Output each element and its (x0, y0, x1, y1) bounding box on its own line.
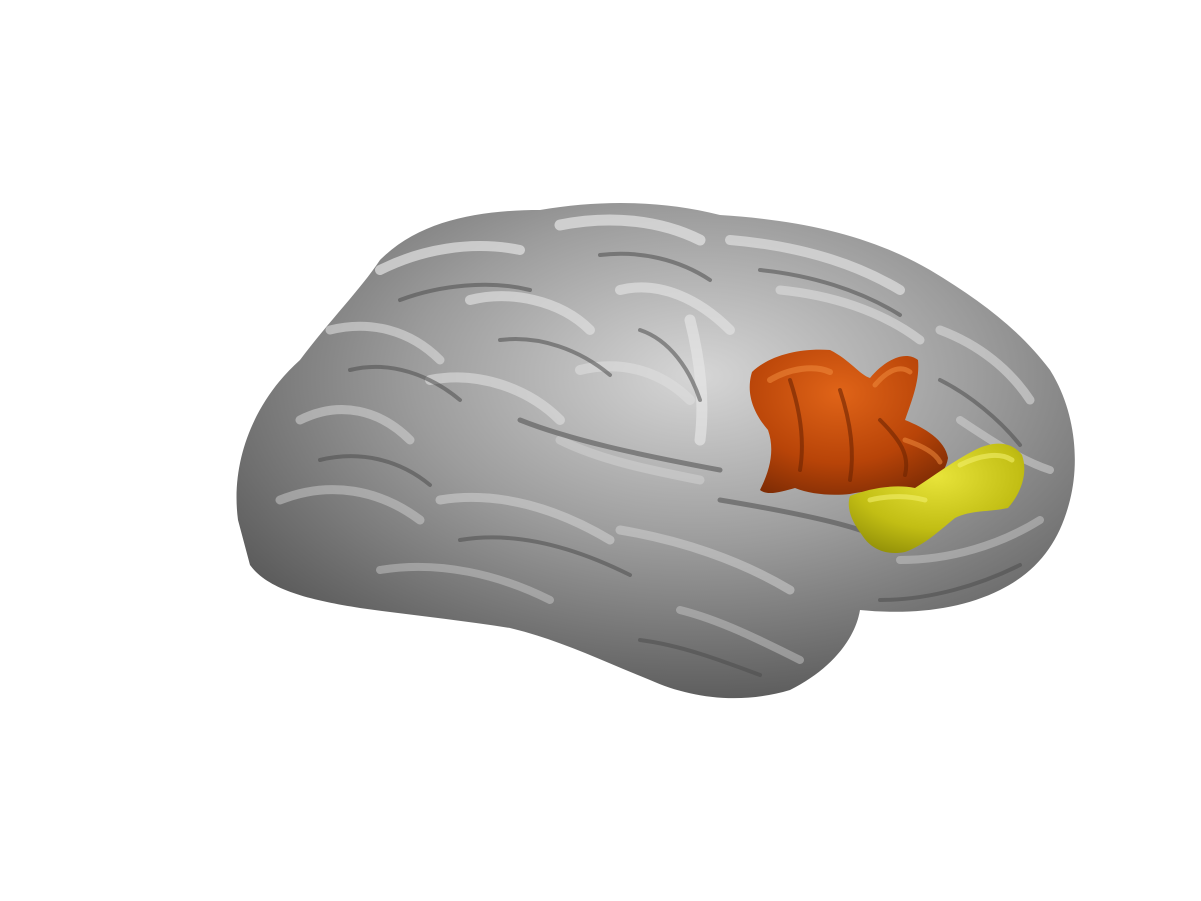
gyri-pattern (275, 214, 1054, 664)
region-2-highlight (848, 443, 1025, 554)
region-2-shine (867, 452, 1015, 503)
region-1-shine (767, 365, 943, 465)
region-1-folds (788, 378, 909, 482)
sulci-pattern (318, 251, 1022, 677)
cortex-surface (236, 203, 1075, 699)
